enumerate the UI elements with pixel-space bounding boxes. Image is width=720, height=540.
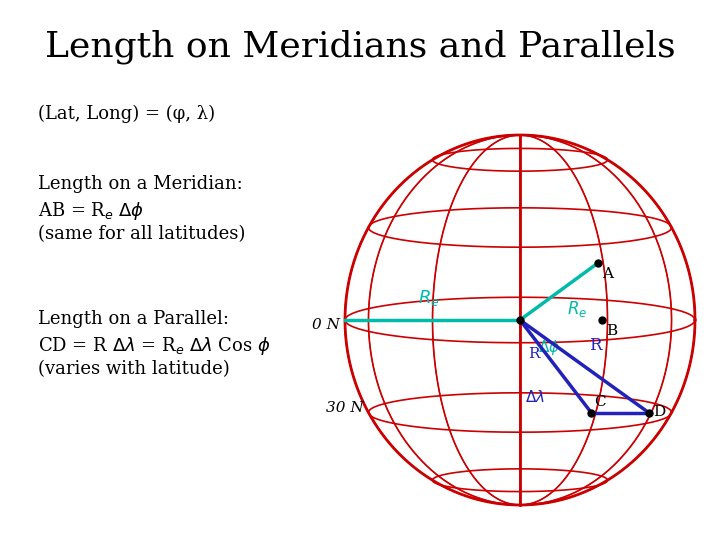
Text: 30 N: 30 N <box>325 401 364 415</box>
Text: (same for all latitudes): (same for all latitudes) <box>38 225 246 243</box>
Text: $R_e$: $R_e$ <box>567 299 588 320</box>
Text: $\Delta\phi$: $\Delta\phi$ <box>538 338 560 357</box>
Text: Length on a Parallel:: Length on a Parallel: <box>38 310 229 328</box>
Text: D: D <box>654 406 666 420</box>
Text: R: R <box>589 338 602 354</box>
Text: B: B <box>606 324 617 338</box>
Text: C: C <box>594 395 606 409</box>
Text: $\Delta\lambda$: $\Delta\lambda$ <box>525 388 545 404</box>
Text: AB = R$_e$ $\Delta\phi$: AB = R$_e$ $\Delta\phi$ <box>38 200 144 222</box>
Text: $R_e$: $R_e$ <box>418 288 440 308</box>
Text: R: R <box>528 347 539 361</box>
Text: CD = R $\Delta\lambda$ = R$_e$ $\Delta\lambda$ Cos $\phi$: CD = R $\Delta\lambda$ = R$_e$ $\Delta\l… <box>38 335 271 357</box>
Text: (Lat, Long) = (φ, λ): (Lat, Long) = (φ, λ) <box>38 105 215 123</box>
Text: A: A <box>602 267 613 281</box>
Text: Length on Meridians and Parallels: Length on Meridians and Parallels <box>45 30 675 64</box>
Text: 0 N: 0 N <box>312 318 340 332</box>
Text: (varies with latitude): (varies with latitude) <box>38 360 230 378</box>
Text: Length on a Meridian:: Length on a Meridian: <box>38 175 243 193</box>
